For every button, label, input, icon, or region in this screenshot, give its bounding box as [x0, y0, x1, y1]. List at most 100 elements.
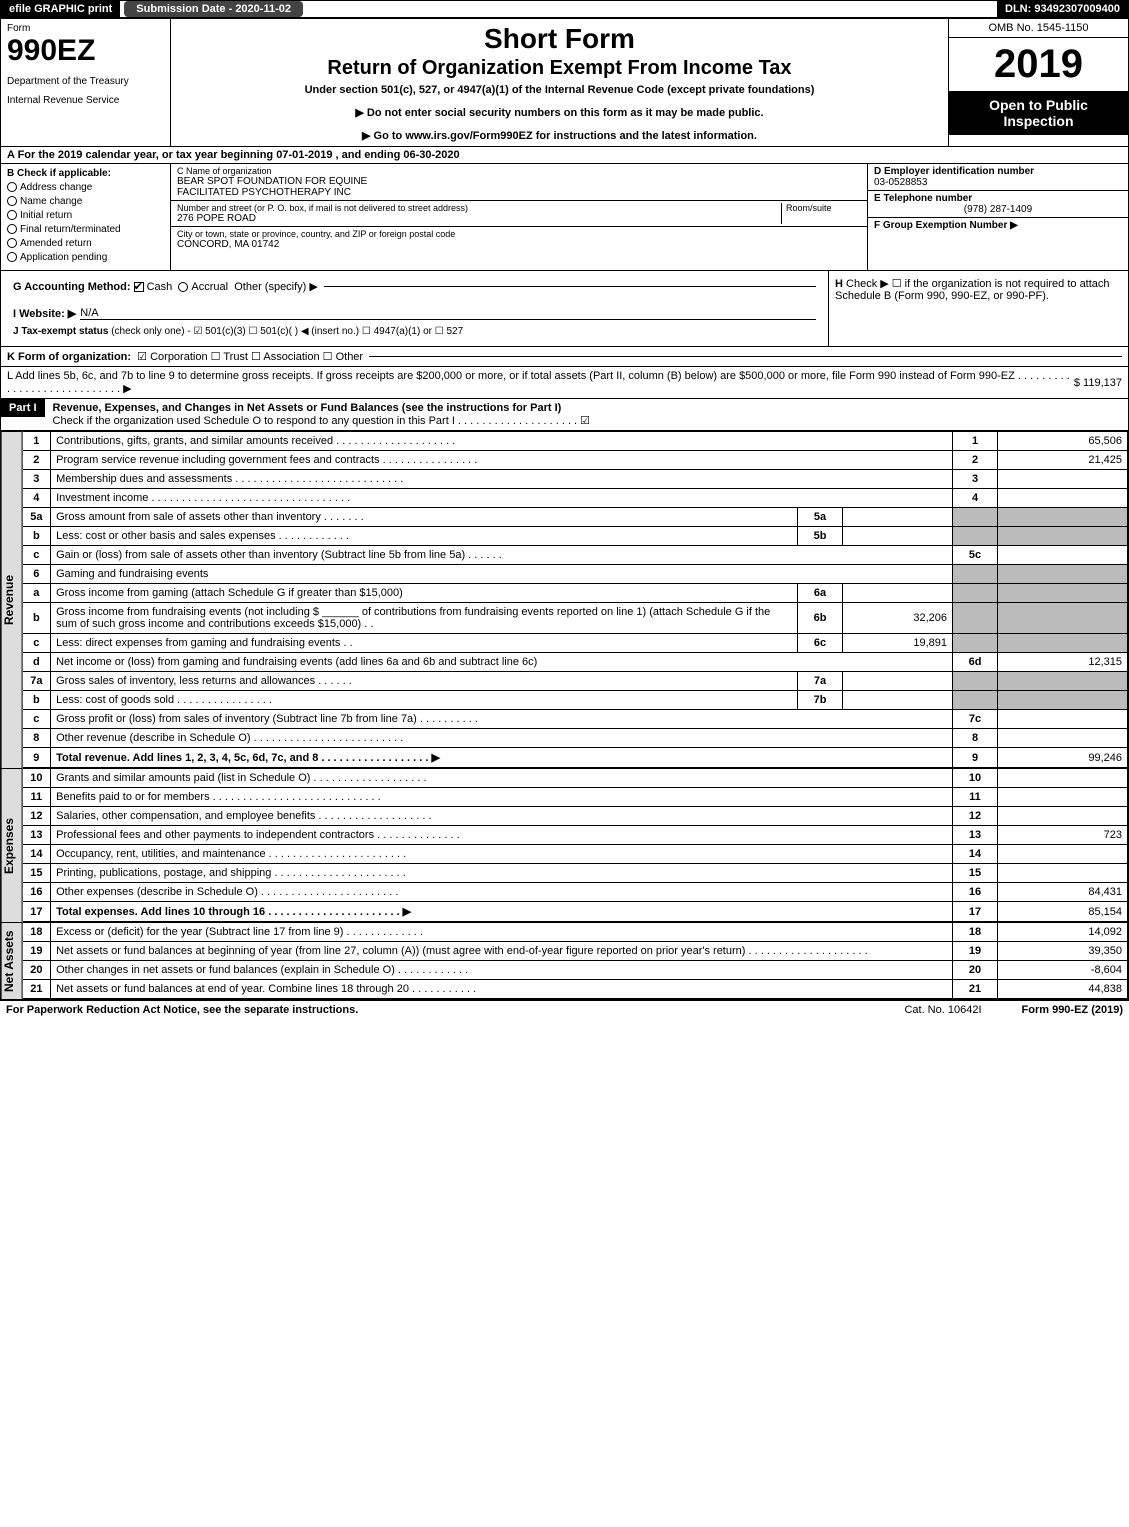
chk-accrual[interactable] — [178, 282, 188, 292]
cash-label: Cash — [147, 281, 173, 293]
box-h: H Check ▶ ☐ if the organization is not r… — [828, 271, 1128, 346]
goto-notice[interactable]: ▶ Go to www.irs.gov/Form990EZ for instru… — [175, 129, 944, 142]
chk-address-change[interactable]: Address change — [7, 182, 164, 193]
line-15: 15Printing, publications, postage, and s… — [23, 864, 1128, 883]
paperwork-notice: For Paperwork Reduction Act Notice, see … — [6, 1004, 358, 1016]
form-of-org-options[interactable]: ☑ Corporation ☐ Trust ☐ Association ☐ Ot… — [137, 350, 363, 363]
line-6: 6Gaming and fundraising events — [23, 565, 1128, 584]
expenses-table: 10Grants and similar amounts paid (list … — [23, 768, 1128, 922]
website-label: I Website: ▶ — [13, 307, 76, 320]
expenses-section: Expenses 10Grants and similar amounts pa… — [1, 768, 1128, 922]
form-number: 990EZ — [7, 34, 164, 68]
accounting-method-label: G Accounting Method: — [13, 281, 131, 293]
line-5b: bLess: cost or other basis and sales exp… — [23, 527, 1128, 546]
ein-label: D Employer identification number — [874, 166, 1122, 177]
line-17: 17Total expenses. Add lines 10 through 1… — [23, 902, 1128, 922]
address-label: Number and street (or P. O. box, if mail… — [177, 203, 781, 213]
omb-number: OMB No. 1545-1150 — [949, 19, 1128, 38]
header-right: OMB No. 1545-1150 2019 Open to Public In… — [948, 19, 1128, 146]
line-4: 4Investment income . . . . . . . . . . .… — [23, 489, 1128, 508]
chk-name-change[interactable]: Name change — [7, 196, 164, 207]
website-value: N/A — [80, 307, 816, 320]
header-left: Form 990EZ Department of the Treasury In… — [1, 19, 171, 146]
irs-label: Internal Revenue Service — [7, 95, 164, 106]
box-def: D Employer identification number 03-0528… — [868, 164, 1128, 270]
phone-label: E Telephone number — [874, 193, 1122, 204]
chk-application-pending[interactable]: Application pending — [7, 252, 164, 263]
part-1-label: Part I — [1, 399, 45, 417]
dept-treasury: Department of the Treasury — [7, 76, 164, 87]
room-suite-label: Room/suite — [786, 203, 861, 213]
line-9: 9Total revenue. Add lines 1, 2, 3, 4, 5c… — [23, 748, 1128, 768]
line-5a: 5aGross amount from sale of assets other… — [23, 508, 1128, 527]
inspection-box: Open to Public Inspection — [949, 91, 1128, 135]
box-c: C Name of organization BEAR SPOT FOUNDAT… — [171, 164, 868, 270]
line-l-text: L Add lines 5b, 6c, and 7b to line 9 to … — [7, 370, 1074, 395]
form-title: Short Form — [175, 23, 944, 55]
org-name-2: FACILITATED PSYCHOTHERAPY INC — [177, 187, 861, 198]
ssn-notice: ▶ Do not enter social security numbers o… — [175, 106, 944, 119]
line-11: 11Benefits paid to or for members . . . … — [23, 788, 1128, 807]
gross-receipts: $ 119,137 — [1074, 377, 1122, 389]
chk-final-return[interactable]: Final return/terminated — [7, 224, 164, 235]
org-name-1: BEAR SPOT FOUNDATION FOR EQUINE — [177, 176, 861, 187]
inspection: Inspection — [955, 113, 1122, 129]
header-center: Short Form Return of Organization Exempt… — [171, 19, 948, 146]
revenue-section: Revenue 1Contributions, gifts, grants, a… — [1, 431, 1128, 768]
line-i: I Website: ▶ N/A — [7, 304, 822, 323]
box-h-text[interactable]: Check ▶ ☐ if the organization is not req… — [835, 278, 1110, 302]
part-1-header-row: Part I Revenue, Expenses, and Changes in… — [1, 399, 1128, 431]
city-label: City or town, state or province, country… — [177, 229, 861, 239]
line-16: 16Other expenses (describe in Schedule O… — [23, 883, 1128, 902]
line-20: 20Other changes in net assets or fund ba… — [23, 961, 1128, 980]
form-header: Form 990EZ Department of the Treasury In… — [1, 19, 1128, 147]
line-10: 10Grants and similar amounts paid (list … — [23, 769, 1128, 788]
line-6b: bGross income from fundraising events (n… — [23, 603, 1128, 634]
group-exemption-label: F Group Exemption Number ▶ — [874, 220, 1122, 231]
chk-initial-return[interactable]: Initial return — [7, 210, 164, 221]
line-j: J Tax-exempt status (check only one) - ☑… — [7, 323, 822, 340]
line-l: L Add lines 5b, 6c, and 7b to line 9 to … — [1, 367, 1128, 399]
dln: DLN: 93492307009400 — [997, 1, 1128, 17]
line-7b: bLess: cost of goods sold . . . . . . . … — [23, 691, 1128, 710]
revenue-vertical-label: Revenue — [1, 431, 23, 768]
line-a-tax-year: A For the 2019 calendar year, or tax yea… — [1, 147, 1128, 164]
line-3: 3Membership dues and assessments . . . .… — [23, 470, 1128, 489]
ein-value: 03-0528853 — [874, 177, 1122, 188]
open-to-public: Open to Public — [955, 97, 1122, 113]
net-assets-vertical-label: Net Assets — [1, 922, 23, 999]
form-container: efile GRAPHIC print Submission Date - 20… — [0, 0, 1129, 1000]
chk-amended-return[interactable]: Amended return — [7, 238, 164, 249]
other-specify-line[interactable] — [324, 286, 816, 287]
box-b: B Check if applicable: Address change Na… — [1, 164, 171, 270]
submission-date: Submission Date - 2020-11-02 — [124, 1, 303, 17]
line-5c: cGain or (loss) from sale of assets othe… — [23, 546, 1128, 565]
net-assets-table: 18Excess or (deficit) for the year (Subt… — [23, 922, 1128, 999]
line-k: K Form of organization: ☑ Corporation ☐ … — [1, 347, 1128, 367]
part-1-check[interactable]: Check if the organization used Schedule … — [53, 415, 591, 427]
line-7c: cGross profit or (loss) from sales of in… — [23, 710, 1128, 729]
phone-value: (978) 287-1409 — [874, 204, 1122, 215]
city-state-zip: CONCORD, MA 01742 — [177, 239, 861, 250]
page-footer: For Paperwork Reduction Act Notice, see … — [0, 1000, 1129, 1019]
efile-print-label[interactable]: efile GRAPHIC print — [1, 1, 120, 17]
line-7a: 7aGross sales of inventory, less returns… — [23, 672, 1128, 691]
other-org-line[interactable] — [369, 356, 1122, 357]
net-assets-section: Net Assets 18Excess or (deficit) for the… — [1, 922, 1128, 999]
top-bar: efile GRAPHIC print Submission Date - 20… — [1, 1, 1128, 19]
line-6c: cLess: direct expenses from gaming and f… — [23, 634, 1128, 653]
line-14: 14Occupancy, rent, utilities, and mainte… — [23, 845, 1128, 864]
accrual-label: Accrual — [191, 281, 228, 293]
line-2: 2Program service revenue including gover… — [23, 451, 1128, 470]
section-b-through-f: B Check if applicable: Address change Na… — [1, 164, 1128, 271]
box-h-label: H — [835, 278, 843, 290]
line-8: 8Other revenue (describe in Schedule O) … — [23, 729, 1128, 748]
form-of-org-label: K Form of organization: — [7, 351, 131, 363]
org-name-label: C Name of organization — [177, 166, 861, 176]
line-6d: dNet income or (loss) from gaming and fu… — [23, 653, 1128, 672]
revenue-table: 1Contributions, gifts, grants, and simil… — [23, 431, 1128, 768]
tax-exempt-options[interactable]: (check only one) - ☑ 501(c)(3) ☐ 501(c)(… — [111, 326, 463, 337]
line-12: 12Salaries, other compensation, and empl… — [23, 807, 1128, 826]
chk-cash[interactable] — [134, 282, 144, 292]
box-b-header: B Check if applicable: — [7, 168, 164, 179]
